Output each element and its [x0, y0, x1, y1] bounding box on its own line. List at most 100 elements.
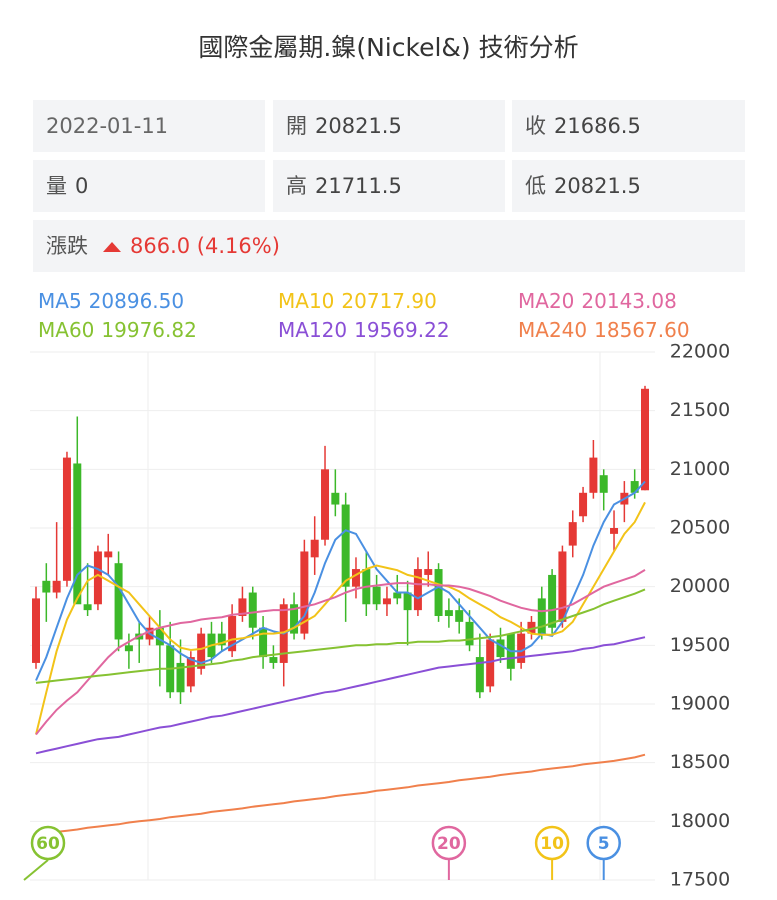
candle-body [32, 598, 40, 663]
candle-body [310, 539, 319, 558]
info-label: 開 [286, 114, 307, 138]
candle-body [444, 610, 453, 616]
candle-body [300, 551, 309, 634]
candle-body [228, 616, 237, 652]
marker-label: 5 [598, 834, 610, 854]
candle-body [548, 574, 557, 628]
candle-body [155, 627, 164, 646]
info-cell: 收 21686.5 [512, 100, 745, 152]
candle-body [124, 645, 133, 652]
info-value: 21711.5 [315, 174, 402, 198]
marker-circle [431, 825, 467, 861]
candle-body [83, 604, 92, 611]
marker-label: 60 [36, 834, 60, 854]
candle-body [321, 469, 330, 540]
legend-value: 20896.50 [88, 289, 185, 313]
candle-body [372, 586, 381, 605]
marker-label: 20 [437, 834, 461, 854]
info-cell: 低 20821.5 [512, 160, 745, 212]
legend-name: MA120 [278, 318, 348, 342]
candle-body [496, 639, 505, 658]
legend-name: MA20 [518, 289, 575, 313]
info-cell: 開 20821.5 [273, 100, 505, 152]
legend-entry: MA120 19569.22 [278, 318, 450, 342]
candle-body [290, 604, 299, 634]
candle-body [248, 592, 257, 628]
candle-body [197, 633, 206, 669]
candle-body [238, 598, 247, 616]
legend-name: MA240 [518, 318, 588, 342]
candle-body [475, 657, 484, 693]
marker-stem [23, 859, 49, 881]
candle-body [413, 569, 422, 611]
candle-body [351, 569, 360, 587]
candle-body [465, 621, 474, 646]
y-tick-label: 21500 [670, 399, 730, 421]
legend-value: 20717.90 [341, 289, 437, 313]
candle-body [104, 551, 113, 558]
ma-line [35, 753, 646, 836]
legend-entry: MA240 18567.60 [518, 318, 690, 342]
candle-body [403, 592, 412, 611]
candle-body [393, 592, 402, 599]
candle-body [259, 627, 268, 658]
candle-body [589, 457, 598, 493]
change-cell: 漲跌 866.0 (4.16%) [33, 220, 745, 272]
legend-entry: MA60 19976.82 [38, 318, 197, 342]
candle-body [527, 621, 536, 634]
candle-body [62, 457, 71, 581]
legend-name: MA60 [38, 318, 95, 342]
candle-body [331, 492, 340, 505]
candle-body [558, 551, 567, 622]
info-cell: 高 21711.5 [273, 160, 505, 212]
y-tick-label: 18500 [670, 751, 730, 773]
legend-entry: MA10 20717.90 [278, 289, 437, 313]
candle-body [486, 639, 495, 687]
page-title: 國際金屬期.鎳(Nickel&) 技術分析 [198, 33, 579, 62]
candle-body [424, 569, 433, 575]
marker-circle [534, 825, 570, 861]
candle-body [93, 551, 102, 605]
legend-name: MA5 [38, 289, 82, 313]
candle-body [269, 657, 278, 663]
candle-body [217, 633, 226, 646]
legend-entry: MA5 20896.50 [38, 289, 184, 313]
candle-body [52, 580, 61, 593]
y-tick-label: 17500 [670, 869, 730, 891]
date-cell: 2022-01-11 [33, 100, 265, 152]
candle-body [176, 662, 185, 693]
candle-body [641, 388, 649, 491]
legend-value: 19976.82 [101, 318, 197, 342]
candle-body [186, 657, 195, 687]
info-label: 收 [525, 114, 546, 138]
candle-body [382, 598, 391, 605]
ma-line [35, 569, 646, 736]
marker-label: 10 [540, 834, 564, 854]
candle-body [537, 598, 546, 634]
y-tick-label: 22000 [670, 341, 730, 363]
candle-body [568, 522, 577, 546]
ma-line [35, 636, 646, 755]
candle-body [42, 580, 51, 593]
legend-value: 19569.22 [354, 318, 450, 342]
up-arrow [103, 242, 121, 252]
candle-body [434, 569, 443, 616]
y-tick-label: 20000 [670, 575, 730, 597]
legend-value: 20143.08 [581, 289, 677, 313]
info-label: 量 [46, 174, 67, 198]
candle-body [579, 492, 588, 517]
candle-body [455, 610, 464, 622]
legend-value: 18567.60 [594, 318, 690, 342]
y-tick-label: 21000 [670, 458, 730, 480]
candle-body [630, 481, 639, 493]
ma-line [35, 501, 646, 735]
candle-body [599, 475, 608, 493]
change-label: 漲跌 [46, 234, 88, 258]
candle-body [341, 504, 350, 587]
marker-circle [586, 825, 621, 861]
y-tick-label: 20500 [670, 517, 730, 539]
candle-body [610, 528, 619, 534]
candle-body [517, 633, 526, 663]
info-value: 0 [75, 174, 89, 198]
